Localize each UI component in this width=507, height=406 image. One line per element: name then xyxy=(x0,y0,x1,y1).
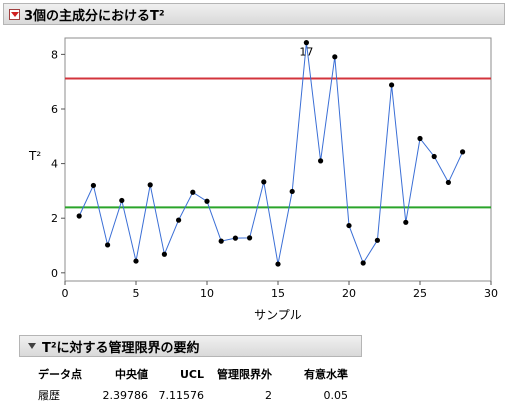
y-tick-label: 4 xyxy=(51,158,58,171)
data-point[interactable] xyxy=(204,198,210,204)
y-tick-label: 8 xyxy=(51,48,58,61)
data-point[interactable] xyxy=(460,149,466,155)
x-tick-label: 0 xyxy=(62,287,69,300)
data-point[interactable] xyxy=(360,260,366,266)
y-axis-label: T² xyxy=(28,149,41,163)
summary-outline-header[interactable]: T²に対する管理限界の要約 xyxy=(19,335,362,357)
col-header-data-point: データ点 xyxy=(38,368,82,381)
data-point[interactable] xyxy=(190,189,196,195)
disclosure-triangle-icon[interactable] xyxy=(28,343,36,349)
y-tick-label: 0 xyxy=(51,267,58,280)
cell-out-of-limits: 2 xyxy=(265,388,272,402)
data-point[interactable] xyxy=(417,135,423,142)
col-header-out-of-limits: 管理限界外 xyxy=(217,368,272,381)
x-axis-label: サンプル xyxy=(254,308,302,322)
data-point[interactable] xyxy=(403,219,409,225)
data-point[interactable] xyxy=(261,179,267,185)
data-point[interactable] xyxy=(318,158,324,164)
cell-data-point: 履歴 xyxy=(38,389,60,402)
t2-control-chart: 0 5 10 15 20 25 30 0 2 4 6 8 17 T² サンプル xyxy=(28,37,498,322)
chart-outline-header[interactable]: 3個の主成分におけるT² xyxy=(3,3,505,25)
data-point[interactable] xyxy=(374,237,380,243)
red-triangle-menu-icon[interactable] xyxy=(9,8,20,20)
data-point[interactable] xyxy=(119,197,125,204)
plot-frame xyxy=(64,37,492,282)
table-row: 履歴 2.39786 7.11576 2 0.05 xyxy=(38,385,348,406)
data-point[interactable] xyxy=(275,261,281,267)
y-tick-label: 6 xyxy=(51,103,58,116)
y-tick-label: 2 xyxy=(51,212,58,225)
summary-table: データ点 中央値 UCL 管理限界外 有意水準 履歴 2.39786 7.115… xyxy=(38,364,348,406)
data-point[interactable] xyxy=(76,213,82,219)
cell-median: 2.39786 xyxy=(102,388,149,402)
summary-title: T²に対する管理限界の要約 xyxy=(42,340,200,356)
cell-ucl: 7.11576 xyxy=(158,388,205,402)
x-tick-label: 30 xyxy=(484,287,498,300)
data-point[interactable] xyxy=(247,235,253,241)
x-tick-label: 15 xyxy=(271,287,285,300)
col-header-ucl: UCL xyxy=(179,367,204,381)
data-point[interactable] xyxy=(332,54,338,60)
data-point[interactable] xyxy=(105,242,111,248)
x-tick-label: 25 xyxy=(413,287,427,300)
data-point[interactable] xyxy=(147,182,153,188)
data-point[interactable] xyxy=(176,217,182,223)
x-tick-label: 10 xyxy=(200,287,214,300)
cell-significance: 0.05 xyxy=(323,388,349,402)
col-header-significance: 有意水準 xyxy=(304,368,348,381)
data-point[interactable] xyxy=(218,238,224,244)
data-point[interactable] xyxy=(389,82,395,88)
data-point[interactable] xyxy=(431,153,437,160)
data-point[interactable] xyxy=(161,251,167,257)
data-point[interactable] xyxy=(289,188,295,195)
data-point[interactable] xyxy=(303,40,309,46)
data-point[interactable] xyxy=(90,182,96,189)
chart-title: 3個の主成分におけるT² xyxy=(24,8,165,24)
x-tick-label: 20 xyxy=(342,287,356,300)
data-point[interactable] xyxy=(346,222,352,229)
data-point[interactable] xyxy=(445,179,451,186)
point-label: 17 xyxy=(299,46,313,59)
summary-header-row: データ点 中央値 UCL 管理限界外 有意水準 xyxy=(38,364,348,385)
series-line xyxy=(78,42,464,265)
x-tick-label: 5 xyxy=(133,287,140,300)
col-header-median: 中央値 xyxy=(115,368,148,381)
data-point[interactable] xyxy=(232,235,238,241)
data-point[interactable] xyxy=(133,258,139,264)
